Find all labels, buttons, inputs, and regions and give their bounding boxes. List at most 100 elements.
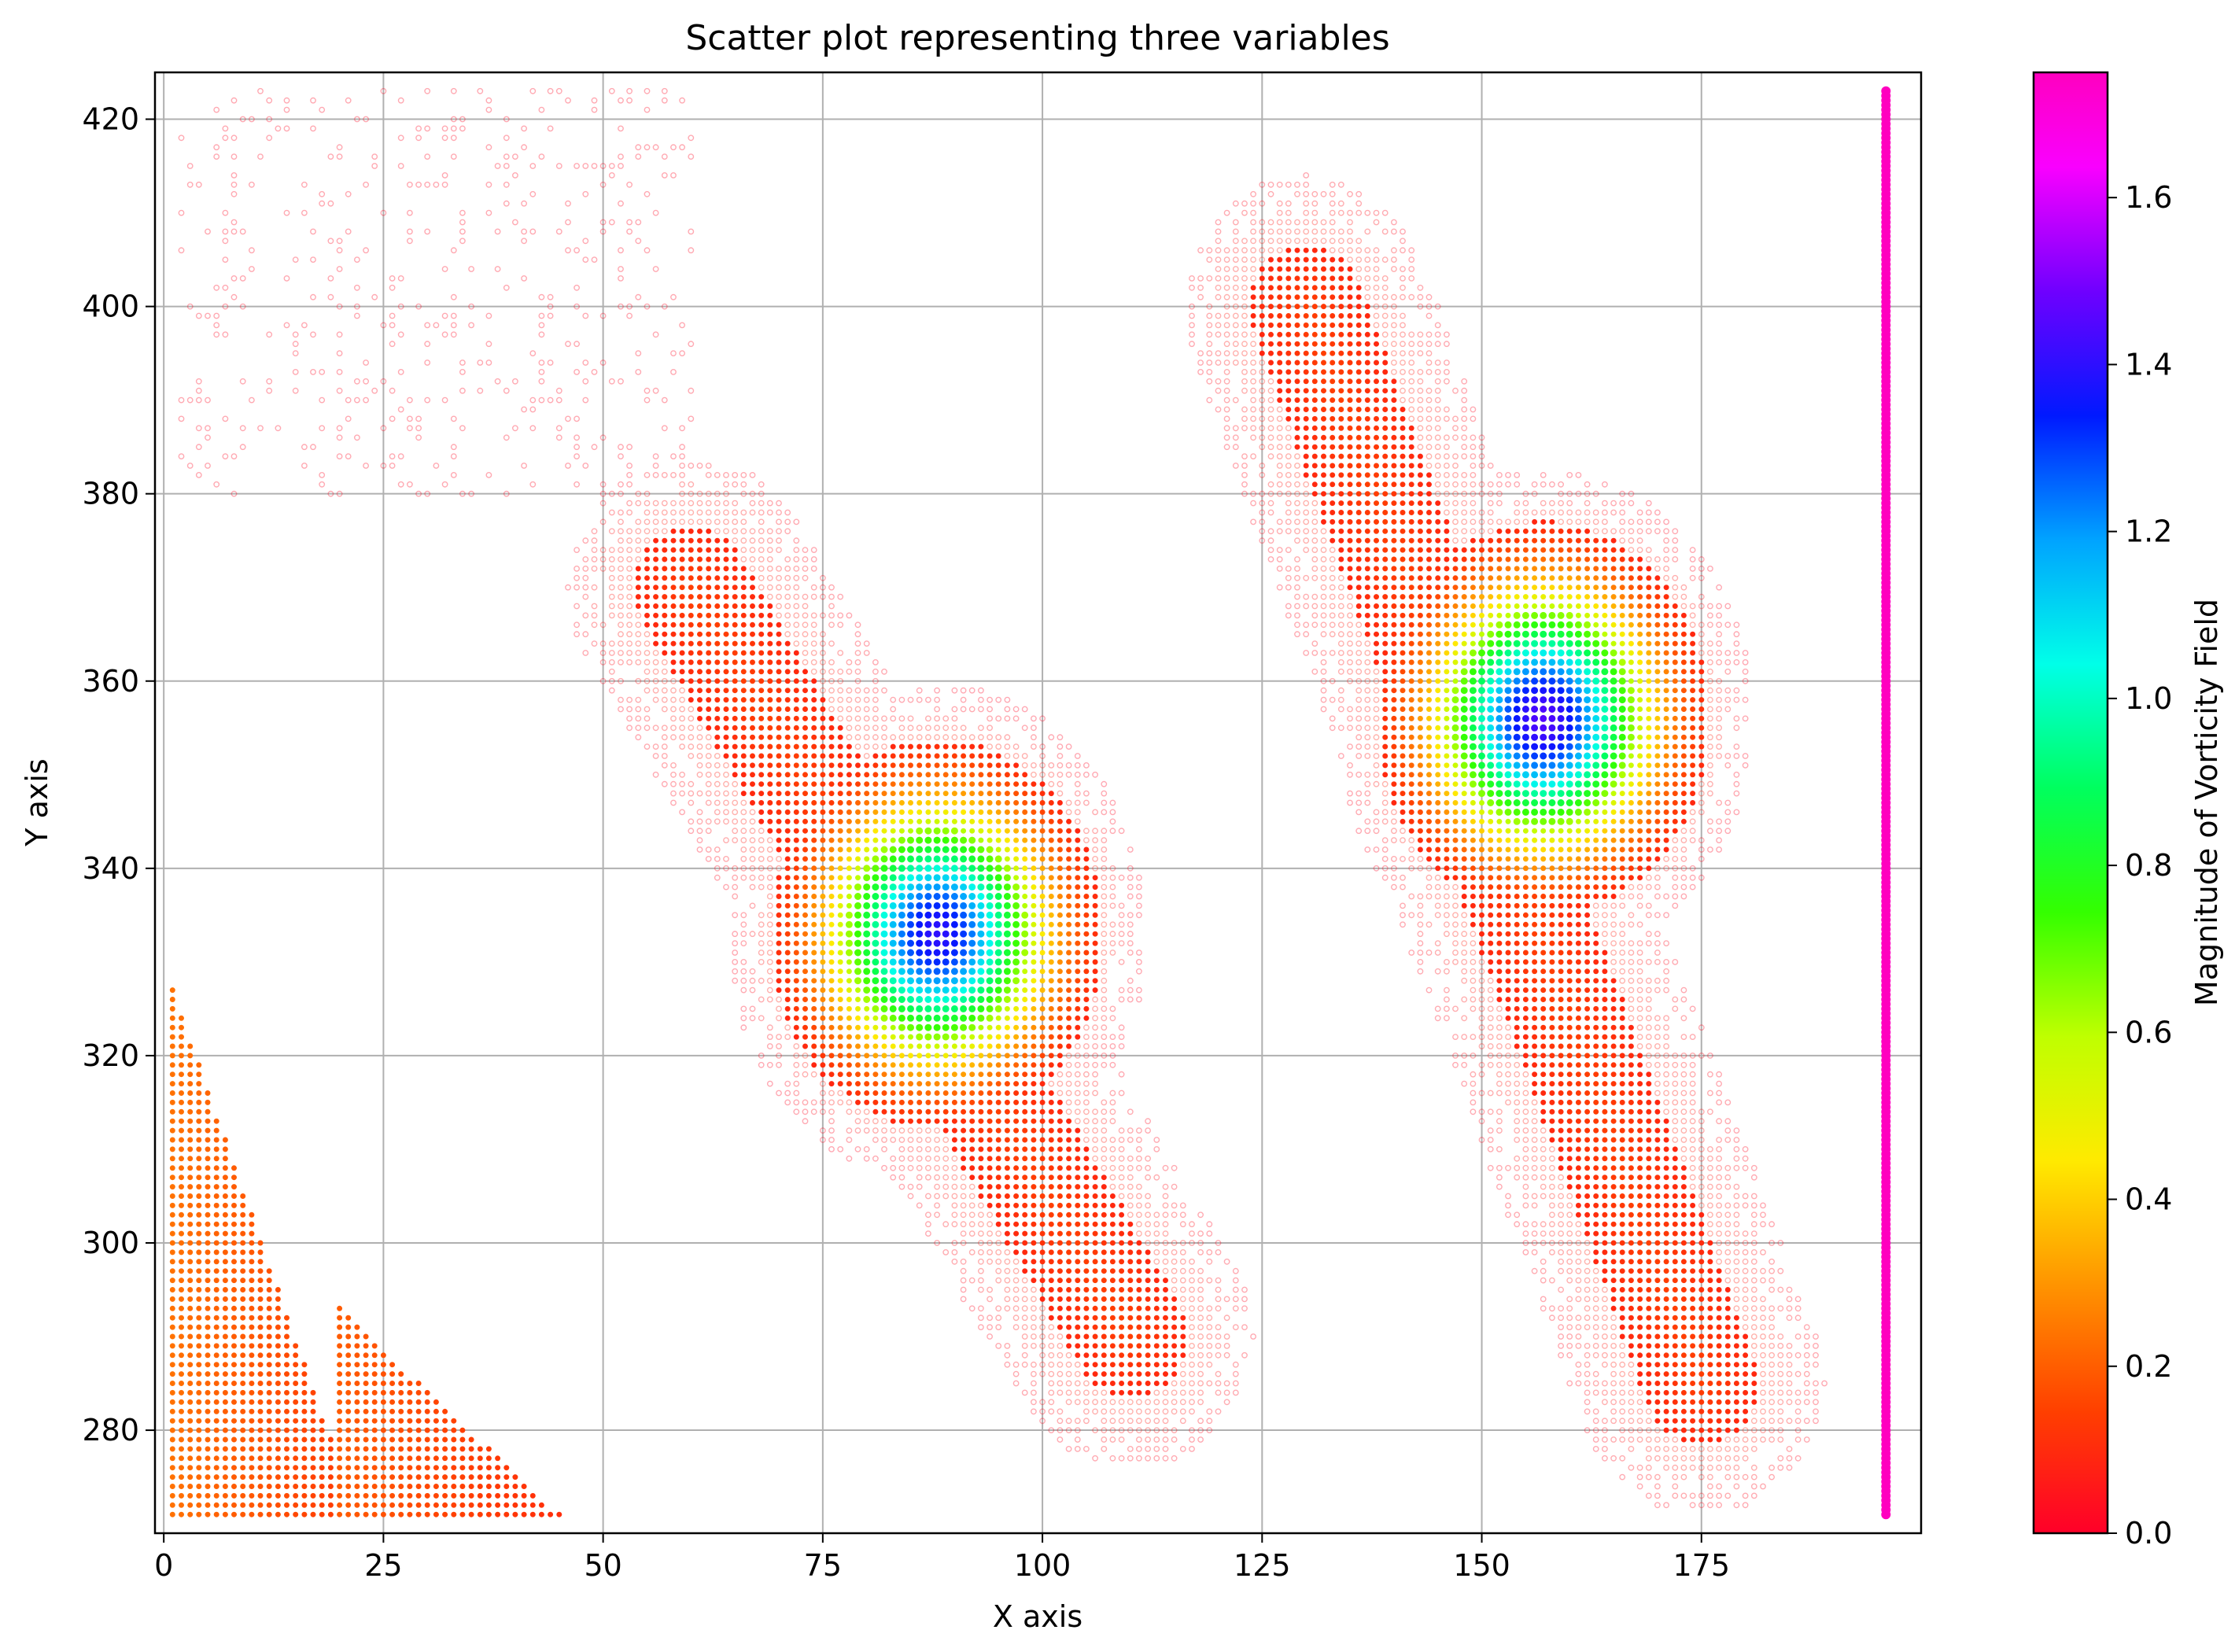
scatter-point xyxy=(979,1222,983,1226)
scatter-point xyxy=(231,1241,236,1245)
scatter-point xyxy=(899,1156,904,1161)
scatter-point xyxy=(846,857,851,861)
scatter-point xyxy=(267,389,271,393)
scatter-point xyxy=(970,1100,975,1104)
scatter-point xyxy=(750,641,754,646)
scatter-point xyxy=(372,1390,377,1395)
scatter-point xyxy=(846,773,851,777)
scatter-point xyxy=(1093,1344,1097,1348)
scatter-point xyxy=(1031,903,1036,908)
scatter-point xyxy=(1093,884,1097,889)
scatter-point xyxy=(732,950,737,955)
scatter-point xyxy=(1075,1128,1080,1133)
scatter-point xyxy=(1049,1371,1053,1376)
scatter-point xyxy=(1119,1287,1123,1292)
scatter-point xyxy=(179,1474,183,1479)
scatter-point xyxy=(1057,1222,1062,1226)
scatter-point xyxy=(1049,1109,1053,1114)
scatter-point xyxy=(249,1512,254,1517)
scatter-point xyxy=(1119,941,1123,946)
scatter-point xyxy=(1057,1184,1062,1189)
scatter-point xyxy=(846,979,851,983)
scatter-point xyxy=(899,1053,904,1058)
scatter-point xyxy=(1040,987,1045,992)
scatter-point xyxy=(170,1250,175,1255)
scatter-point xyxy=(197,1072,201,1077)
scatter-point xyxy=(741,782,746,787)
scatter-point xyxy=(979,819,983,824)
scatter-point xyxy=(539,107,544,112)
scatter-point xyxy=(592,603,596,608)
scatter-point xyxy=(399,454,404,459)
scatter-point xyxy=(873,735,878,739)
scatter-point xyxy=(1207,1381,1212,1385)
scatter-point xyxy=(1198,360,1203,365)
scatter-point xyxy=(732,828,737,833)
scatter-point xyxy=(610,548,614,552)
scatter-point xyxy=(776,950,781,955)
scatter-point xyxy=(907,1005,913,1012)
scatter-point xyxy=(934,968,940,975)
scatter-point xyxy=(715,800,720,805)
scatter-point xyxy=(258,1269,263,1274)
scatter-point xyxy=(1049,735,1053,739)
scatter-point xyxy=(249,1269,254,1274)
scatter-point xyxy=(979,1203,983,1208)
scatter-point xyxy=(987,846,993,853)
scatter-point xyxy=(882,1072,887,1077)
scatter-point xyxy=(1215,1325,1220,1329)
scatter-point xyxy=(223,238,227,243)
scatter-point xyxy=(961,1072,965,1077)
scatter-point xyxy=(732,641,737,646)
scatter-point xyxy=(1128,1325,1133,1329)
scatter-point xyxy=(785,931,790,936)
scatter-point xyxy=(715,519,720,524)
scatter-point xyxy=(1110,1156,1115,1161)
scatter-point xyxy=(987,1334,992,1339)
scatter-point xyxy=(987,1072,992,1077)
scatter-point xyxy=(812,1063,817,1068)
scatter-point xyxy=(346,1325,351,1329)
scatter-point xyxy=(170,1306,175,1311)
scatter-point xyxy=(829,894,834,898)
scatter-point xyxy=(636,697,640,702)
scatter-point xyxy=(1005,773,1009,777)
scatter-point xyxy=(644,519,649,524)
scatter-point xyxy=(969,912,976,918)
scatter-point xyxy=(214,1184,219,1189)
scatter-point xyxy=(258,1259,263,1264)
scatter-point xyxy=(979,1081,983,1086)
scatter-point xyxy=(996,1315,1001,1320)
scatter-point xyxy=(881,912,887,918)
scatter-point xyxy=(636,632,640,636)
scatter-point xyxy=(1101,931,1106,936)
scatter-point xyxy=(987,856,993,862)
scatter-point xyxy=(750,754,754,758)
scatter-point xyxy=(1119,1250,1123,1255)
scatter-point xyxy=(1224,426,1229,430)
scatter-point xyxy=(179,1315,183,1320)
scatter-point xyxy=(425,397,430,402)
scatter-point xyxy=(926,1109,931,1114)
scatter-point xyxy=(1012,921,1019,927)
scatter-point xyxy=(205,1259,210,1264)
scatter-point xyxy=(1031,1269,1036,1274)
scatter-point xyxy=(715,576,720,581)
scatter-point xyxy=(460,426,465,430)
scatter-point xyxy=(179,1259,183,1264)
scatter-point xyxy=(961,1203,965,1208)
scatter-point xyxy=(794,809,798,814)
scatter-point xyxy=(442,397,447,402)
scatter-point xyxy=(750,987,754,992)
scatter-point xyxy=(355,1503,360,1507)
scatter-point xyxy=(688,791,693,795)
scatter-point xyxy=(794,622,798,627)
scatter-point xyxy=(917,800,922,805)
scatter-point xyxy=(197,1315,201,1320)
scatter-point xyxy=(557,1512,562,1517)
scatter-point xyxy=(802,1044,807,1049)
scatter-point xyxy=(864,959,870,965)
scatter-point xyxy=(399,1503,404,1507)
scatter-point xyxy=(1198,1325,1203,1329)
scatter-point xyxy=(829,669,834,674)
